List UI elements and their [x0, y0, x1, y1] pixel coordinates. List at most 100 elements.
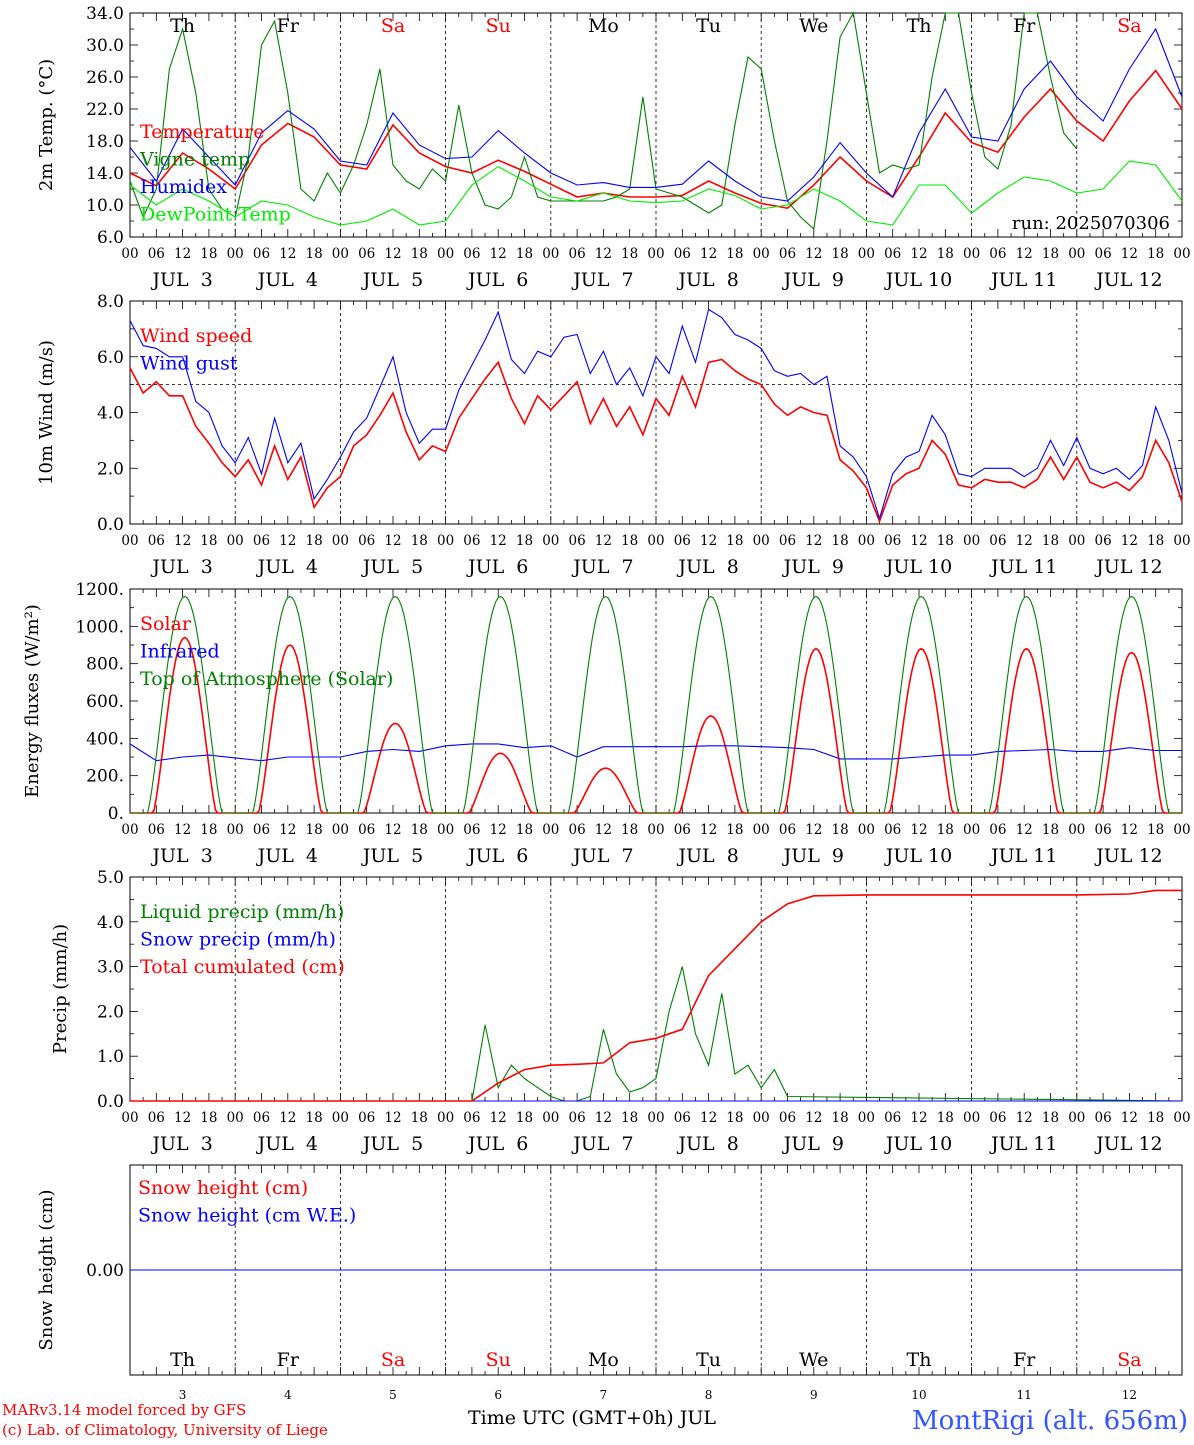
y-tick-label: 3.0	[97, 958, 124, 978]
hour-tick-label: 06	[779, 1110, 796, 1126]
y-axis-label: Precip (mm/h)	[50, 924, 71, 1054]
day-abbr: Fr	[277, 15, 300, 37]
hour-tick-label: 18	[411, 246, 428, 262]
hour-tick-label: 06	[674, 533, 691, 549]
date-label: JUL 7	[571, 1133, 633, 1155]
hour-tick-label: 06	[148, 533, 165, 549]
hour-tick-label: 18	[726, 1110, 743, 1126]
hour-tick-label: 12	[384, 533, 401, 549]
hour-tick-label: 00	[753, 533, 770, 549]
date-label: JUL 8	[676, 845, 738, 867]
date-label: JUL 7	[571, 845, 633, 867]
plot-frame	[129, 588, 1183, 814]
day-abbr: Mo	[588, 15, 619, 37]
hour-tick-label: 12	[805, 822, 822, 838]
hour-tick-label: 06	[989, 533, 1006, 549]
hour-tick-label: 00	[647, 246, 664, 262]
hour-tick-label: 12	[1016, 822, 1033, 838]
hour-tick-label: 12	[1121, 822, 1138, 838]
series-line-wind-gust	[129, 308, 1183, 521]
day-number: 4	[284, 1388, 292, 1402]
hour-tick-label: 06	[358, 533, 375, 549]
date-label: JUL 7	[571, 269, 633, 291]
y-axis-label: Energy fluxes (W/m²)	[22, 604, 43, 798]
hour-tick-label: 00	[227, 246, 244, 262]
station-name: MontRigi (alt. 656m)	[912, 1406, 1188, 1436]
day-abbr: Fr	[277, 1349, 300, 1371]
hour-tick-label: 18	[516, 1110, 533, 1126]
hour-tick-label: 00	[963, 246, 980, 262]
hour-tick-label: 12	[384, 246, 401, 262]
hour-tick-label: 12	[490, 1110, 507, 1126]
date-label: JUL 7	[571, 556, 633, 578]
hour-tick-label: 18	[1042, 822, 1059, 838]
y-tick-label: 6.0	[97, 348, 124, 368]
date-label: JUL 5	[361, 845, 423, 867]
hour-tick-label: 12	[805, 1110, 822, 1126]
hour-tick-label: 18	[306, 822, 323, 838]
hour-tick-label: 18	[306, 1110, 323, 1126]
series-line-humidex	[129, 27, 1183, 202]
plot-frame	[129, 300, 1183, 525]
y-axis-label: 2m Temp. (°C)	[36, 59, 57, 191]
hour-tick-label: 12	[1121, 246, 1138, 262]
hour-tick-label: 06	[569, 533, 586, 549]
hour-tick-label: 18	[200, 246, 217, 262]
date-label: JUL 12	[1094, 556, 1162, 578]
hour-tick-label: 06	[569, 822, 586, 838]
day-abbr: We	[799, 1349, 828, 1371]
y-tick-label: 800.	[86, 655, 124, 675]
hour-tick-label: 00	[647, 533, 664, 549]
day-abbr: Th	[907, 1349, 932, 1371]
hour-tick-label: 06	[463, 1110, 480, 1126]
hour-tick-label: 18	[726, 822, 743, 838]
hour-tick-label: 12	[174, 1110, 191, 1126]
date-label: JUL 12	[1094, 1133, 1162, 1155]
hour-tick-label: 06	[253, 1110, 270, 1126]
legend-entry: Humidex	[140, 176, 227, 198]
date-label: JUL 4	[256, 845, 318, 867]
hour-tick-label: 18	[937, 533, 954, 549]
run-label: run: 2025070306	[1012, 213, 1170, 234]
hour-tick-label: 00	[542, 822, 559, 838]
series-line-infrared	[129, 743, 1182, 762]
hour-tick-label: 18	[411, 822, 428, 838]
hour-tick-label: 12	[174, 533, 191, 549]
date-label: JUL 3	[150, 269, 212, 291]
copyright-credit: (c) Lab. of Climatology, University of L…	[2, 1421, 328, 1439]
hour-tick-label: 06	[358, 822, 375, 838]
day-abbr: Sa	[381, 15, 405, 37]
hour-tick-label: 00	[647, 822, 664, 838]
date-label: JUL 11	[989, 1133, 1057, 1155]
hour-tick-label: 00	[542, 1110, 559, 1126]
hour-tick-label: 12	[595, 246, 612, 262]
hour-tick-label: 06	[989, 822, 1006, 838]
hour-tick-label: 12	[384, 822, 401, 838]
hour-tick-label: 00	[963, 1110, 980, 1126]
y-axis-label: 10m Wind (m/s)	[36, 340, 57, 485]
day-abbr: Mo	[588, 1349, 619, 1371]
day-abbr: We	[799, 15, 828, 37]
hour-tick-label: 00	[753, 822, 770, 838]
hour-tick-label: 18	[937, 822, 954, 838]
hour-tick-label: 18	[726, 533, 743, 549]
date-label: JUL 6	[466, 845, 528, 867]
day-abbr: Fr	[1013, 15, 1036, 37]
day-number: 9	[810, 1388, 818, 1402]
date-label: JUL 4	[256, 269, 318, 291]
legend-entry: Liquid precip (mm/h)	[140, 901, 344, 923]
hour-tick-label: 12	[910, 1110, 927, 1126]
y-tick-label: 30.0	[86, 36, 124, 56]
panel-2: 0. 200. 400. 600. 800. 1000. 1200. Energy fluxe…	[22, 580, 1191, 867]
day-abbr: Th	[170, 15, 195, 37]
day-abbr: Th	[907, 15, 932, 37]
hour-tick-label: 18	[832, 246, 849, 262]
hour-tick-label: 06	[884, 822, 901, 838]
y-tick-label: 400.	[86, 729, 124, 749]
y-tick-label: 18.0	[86, 132, 124, 152]
y-tick-label: 6.0	[97, 228, 124, 248]
day-abbr: Sa	[1117, 15, 1141, 37]
hour-tick-label: 18	[832, 533, 849, 549]
day-abbr: Su	[486, 15, 511, 37]
